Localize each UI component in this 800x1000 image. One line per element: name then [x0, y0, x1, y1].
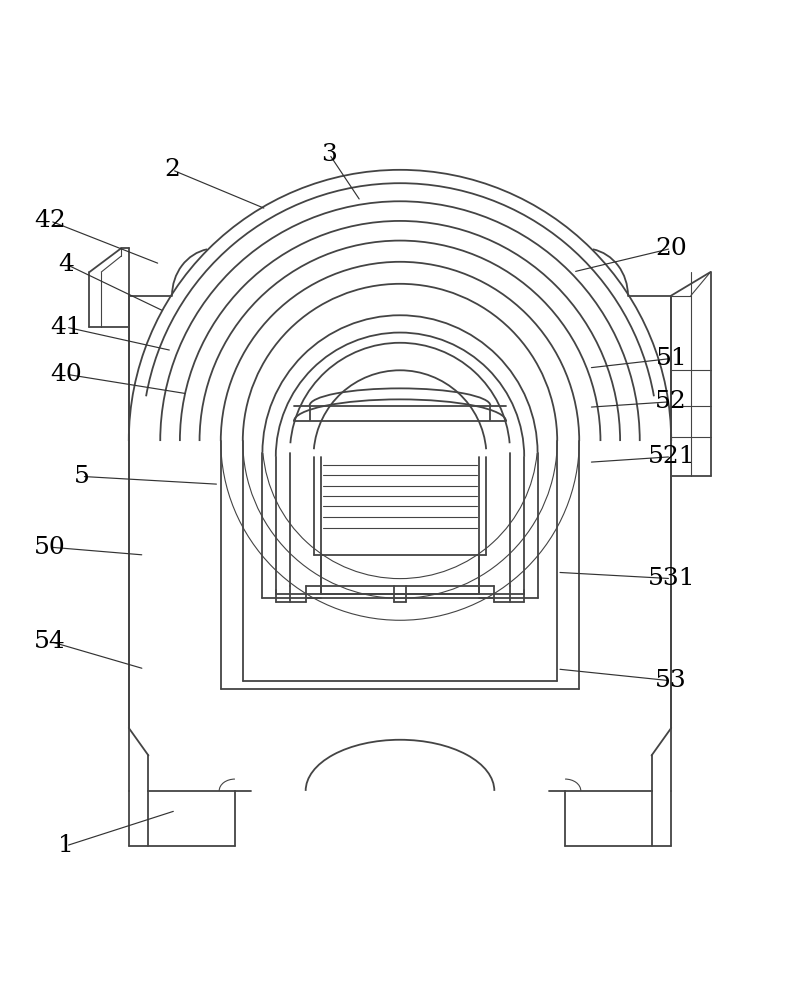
- Text: 41: 41: [50, 316, 82, 339]
- Text: 2: 2: [164, 158, 180, 181]
- Text: 53: 53: [655, 669, 687, 692]
- Text: 3: 3: [322, 143, 337, 166]
- Text: 521: 521: [647, 445, 695, 468]
- Text: 42: 42: [34, 209, 66, 232]
- Text: 1: 1: [58, 834, 74, 857]
- Text: 50: 50: [34, 536, 66, 559]
- Text: 54: 54: [34, 630, 66, 653]
- Text: 4: 4: [58, 253, 74, 276]
- Text: 20: 20: [655, 237, 687, 260]
- Text: 51: 51: [655, 347, 687, 370]
- Text: 531: 531: [647, 567, 695, 590]
- Text: 5: 5: [74, 465, 90, 488]
- Text: 40: 40: [50, 363, 82, 386]
- Text: 52: 52: [655, 390, 687, 413]
